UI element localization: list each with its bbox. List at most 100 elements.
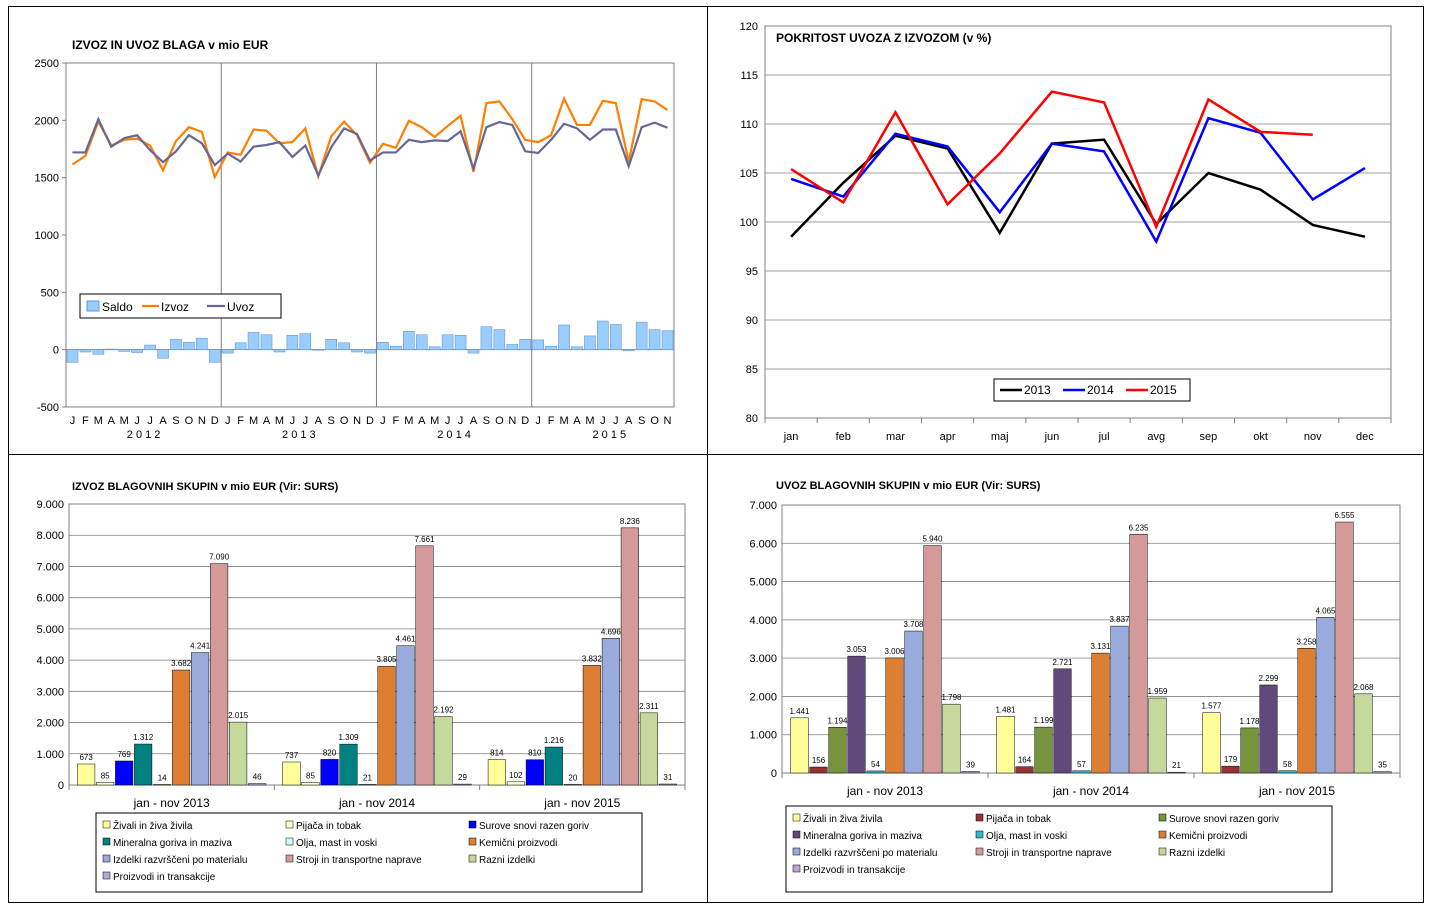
chart-title: UVOZ BLAGOVNIH SKUPIN v mio EUR (Vir: SU…: [776, 480, 1041, 492]
legend-swatch: [792, 813, 801, 822]
bar: [1015, 766, 1034, 774]
data-label: 156: [812, 756, 826, 765]
month-label: N: [353, 415, 361, 427]
bar: [639, 712, 658, 786]
data-label: 54: [871, 760, 880, 769]
y-tick-label: 115: [740, 70, 758, 82]
saldo-bar: [183, 341, 195, 350]
month-label: A: [159, 415, 167, 427]
month-label: J: [225, 415, 231, 427]
bar: [172, 669, 191, 786]
month-label: F: [237, 415, 244, 427]
bar: [1373, 771, 1392, 774]
data-label: 7.090: [209, 553, 230, 562]
data-label: 1.798: [941, 693, 962, 702]
bar: [1354, 693, 1373, 774]
bar: [1335, 521, 1354, 774]
month-label: A: [625, 415, 633, 427]
legend-label: 2014: [1087, 383, 1114, 397]
bar: [601, 638, 620, 786]
saldo-bar: [532, 339, 544, 350]
data-label: 3.131: [1090, 642, 1111, 651]
y-tick-label: 1.000: [749, 730, 777, 742]
bar: [1259, 684, 1278, 774]
saldo-bar: [415, 334, 428, 350]
month-label: A: [573, 415, 581, 427]
chart-title: POKRITOST UVOZA Z IZVOZOM (v %): [776, 31, 991, 45]
data-label: 5.940: [922, 535, 943, 544]
y-tick-label: 2500: [35, 58, 59, 70]
data-label: 164: [1018, 756, 1032, 765]
data-label: 820: [323, 748, 337, 757]
data-label: 31: [663, 773, 672, 782]
y-tick-label: 2.000: [749, 691, 777, 703]
saldo-bar: [480, 326, 493, 350]
month-label: J: [613, 415, 619, 427]
legend-label: Kemični proizvodi: [479, 838, 557, 849]
data-label: 8.236: [620, 517, 641, 526]
month-label: J: [458, 415, 464, 427]
y-tick-label: 2000: [35, 115, 59, 127]
legend-label: Olja, mast in voski: [296, 838, 377, 849]
saldo-bar: [286, 335, 299, 350]
bar: [866, 770, 885, 774]
data-label: 21: [1172, 761, 1181, 770]
category-label: jan - nov 2014: [338, 796, 415, 810]
legend-label: 2015: [1150, 383, 1177, 397]
saldo-bar: [467, 349, 480, 354]
legend-label: Stroji in transportne naprave: [986, 848, 1112, 859]
data-label: 7.661: [414, 535, 435, 544]
y-tick-label: 1.000: [36, 749, 64, 761]
bar: [1278, 770, 1297, 774]
legend-label: Izdelki razvrščeni po materialu: [803, 848, 938, 859]
export-groups-chart: IZVOZ BLAGOVNIH SKUPIN v mio EUR (Vir: S…: [36, 481, 686, 893]
legend-box: [785, 805, 1333, 893]
data-label: 3.805: [376, 655, 397, 664]
bar: [1167, 771, 1186, 774]
legend-label: Proizvodi in transakcije: [113, 872, 216, 883]
data-label: 46: [253, 773, 262, 782]
saldo-bar: [545, 345, 557, 350]
bar: [453, 783, 472, 786]
chart-title: IZVOZ BLAGOVNIH SKUPIN v mio EUR (Vir: S…: [72, 481, 339, 493]
data-label: 29: [458, 773, 467, 782]
data-label: 3.053: [846, 645, 867, 654]
data-label: 85: [306, 771, 315, 780]
month-label: A: [418, 415, 426, 427]
bar: [153, 784, 172, 786]
month-label: J: [600, 415, 606, 427]
data-label: 3.006: [884, 647, 905, 656]
saldo-bar: [661, 330, 674, 350]
bar: [229, 721, 248, 786]
bar: [658, 783, 677, 786]
y-tick-label: 120: [740, 21, 758, 33]
data-label: 1.178: [1239, 717, 1260, 726]
saldo-bar: [260, 334, 273, 350]
month-label: O: [495, 415, 504, 427]
legend-label: Proizvodi in transakcije: [803, 865, 906, 876]
bar: [1297, 648, 1316, 774]
saldo-bar: [454, 335, 467, 350]
y-tick-label: 85: [746, 364, 758, 376]
legend-label: Surove snovi razen goriv: [1169, 814, 1279, 825]
coverage-chart: 120 115 110 105 100 95 90 85 80 POKRITOST UVOZA Z…: [740, 21, 1392, 443]
bar: [339, 743, 358, 786]
y-tick-label: 6.000: [36, 593, 64, 605]
series-line-uvoz: [72, 116, 668, 179]
import-groups-panel: UVOZ BLAGOVNIH SKUPIN v mio EUR (Vir: SU…: [707, 454, 1424, 903]
month-label: M: [559, 415, 568, 427]
month-label: M: [120, 415, 129, 427]
saldo-bar: [196, 337, 208, 350]
legend-swatch: [102, 837, 111, 846]
data-label: 35: [1378, 761, 1387, 770]
legend-label: Razni izdelki: [1169, 848, 1225, 859]
data-label: 3.258: [1296, 637, 1317, 646]
y-tick-label: 0: [53, 345, 59, 357]
bar: [506, 781, 525, 786]
y-tick-label: 105: [740, 168, 758, 180]
bar: [358, 784, 377, 786]
bar: [923, 545, 942, 774]
bar: [396, 645, 415, 786]
bar: [301, 782, 320, 786]
